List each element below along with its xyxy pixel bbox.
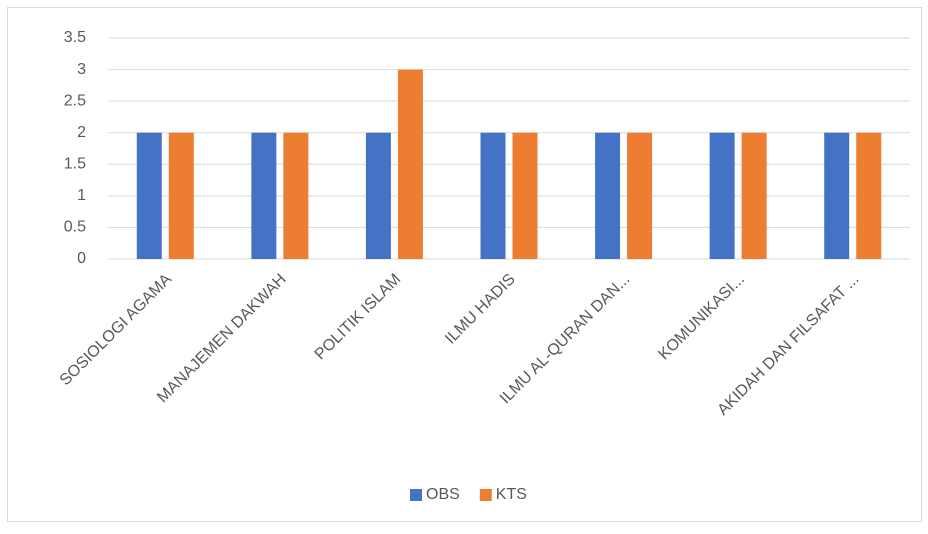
bar	[251, 132, 277, 259]
bar	[741, 132, 767, 259]
bar	[283, 132, 309, 259]
bar	[168, 132, 194, 259]
bar	[627, 132, 653, 259]
bar	[709, 132, 735, 259]
y-tick-label: 0	[77, 250, 86, 267]
bar	[397, 69, 423, 259]
bar	[512, 132, 538, 259]
y-tick-label: 0.5	[64, 219, 86, 236]
legend-swatch	[410, 489, 422, 501]
chart-border	[7, 7, 922, 522]
bar	[856, 132, 882, 259]
y-tick-label: 3.5	[64, 29, 86, 46]
bar	[480, 132, 506, 259]
legend-label: OBS	[426, 486, 460, 503]
y-tick-label: 2.5	[64, 92, 86, 109]
bar	[365, 132, 391, 259]
y-tick-label: 1	[77, 187, 86, 204]
y-tick-label: 1.5	[64, 156, 86, 173]
legend-swatch	[479, 489, 492, 501]
bar	[824, 132, 850, 259]
legend-label: KTS	[496, 486, 527, 503]
bar	[595, 132, 621, 259]
y-tick-label: 2	[77, 124, 86, 141]
bar	[136, 132, 162, 259]
y-tick-label: 3	[77, 61, 86, 78]
